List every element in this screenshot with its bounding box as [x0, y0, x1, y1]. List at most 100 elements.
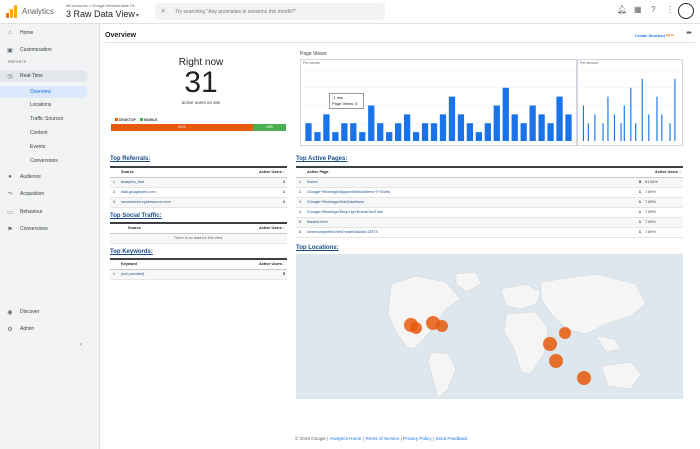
col-active-users[interactable]: Active Users ↓: [620, 166, 683, 178]
per-second-bar: [630, 87, 632, 141]
sidebar-item-content[interactable]: Content: [30, 130, 48, 136]
sidebar-item-rt-conversions[interactable]: Conversions: [30, 158, 58, 164]
search-input[interactable]: [175, 6, 375, 17]
per-minute-bar: [502, 87, 509, 141]
empty-message: There is no data for this view.: [110, 233, 287, 244]
australia-shape: [600, 361, 642, 390]
sidebar-item-events[interactable]: Events: [30, 144, 46, 150]
top-keywords-title[interactable]: Top Keywords:: [110, 249, 153, 255]
table-header-row: Keyword Active Users ↓: [110, 258, 287, 270]
per-minute-bar: [368, 105, 375, 141]
footer-link-feedback[interactable]: Send Feedback: [435, 436, 468, 441]
per-minute-bar: [305, 123, 312, 141]
per-second-bar: [613, 114, 616, 141]
location-bubble: [543, 337, 557, 351]
breadcrumb[interactable]: All accounts > Google Merchandise St...: [66, 3, 138, 8]
col-active-users[interactable]: Active Users ↓: [202, 222, 287, 234]
search-icon: ⌕: [161, 6, 166, 15]
chevron-left-icon[interactable]: ‹: [80, 342, 82, 348]
per-second-bar: [582, 105, 585, 141]
active-users-sub: active users on site: [181, 100, 221, 105]
col-source[interactable]: Source: [119, 166, 227, 178]
per-second-bar: [656, 96, 658, 141]
per-minute-bar: [466, 123, 474, 141]
behaviour-icon: ▭: [7, 209, 13, 216]
table-row: 2. mail.googleplex.com 1: [110, 187, 287, 198]
search-bar[interactable]: ⌕: [155, 3, 385, 20]
world-map: [387, 271, 647, 400]
col-active-page[interactable]: Active Page: [305, 166, 621, 178]
top-locations-title[interactable]: Top Locations:: [296, 245, 339, 251]
person-icon: ●: [8, 174, 12, 180]
sidebar-item-home[interactable]: ⌂ Home: [0, 27, 88, 39]
table-header-row: Active Page Active Users ↓: [296, 166, 683, 178]
location-bubble: [577, 371, 591, 385]
sidebar-item-customisation[interactable]: ▣ Customisation: [0, 44, 88, 56]
sidebar-item-locations[interactable]: Locations: [30, 102, 52, 108]
per-minute-bar: [430, 123, 438, 141]
avatar[interactable]: [678, 3, 694, 19]
sidebar-item-admin[interactable]: ⚙ Admin: [0, 323, 88, 335]
per-second-bar: [669, 123, 671, 141]
acquisition-icon: ⤳: [7, 190, 13, 197]
table-row: 5./basket.html 1 7.69%: [296, 217, 683, 228]
sidebar-item-traffic-sources[interactable]: Traffic Sources: [30, 116, 64, 122]
asia-shape: [540, 273, 647, 335]
apps-grid-icon[interactable]: ▦: [634, 5, 642, 14]
view-name: 3 Raw Data View: [66, 9, 135, 19]
col-keyword[interactable]: Keyword: [119, 258, 200, 270]
sidebar-item-acquisition[interactable]: ⤳ Acquisition: [0, 188, 88, 200]
analytics-logo-icon[interactable]: [6, 5, 18, 18]
top-social-title[interactable]: Top Social Traffic:: [110, 213, 162, 219]
sidebar-item-audience[interactable]: ● Audience: [0, 171, 88, 183]
flag-icon: ⚑: [7, 226, 13, 233]
divider: [105, 42, 695, 43]
location-bubble: [559, 327, 571, 339]
share-icon[interactable]: ⮫: [686, 31, 692, 37]
per-second-bar: [623, 105, 625, 141]
africa-shape: [503, 311, 549, 375]
per-minute-bar: [475, 132, 482, 141]
top-referrals-title[interactable]: Top Referrals:: [110, 156, 151, 162]
table-row: 1. (not provided) 5: [110, 269, 287, 280]
per-minute-bar: [556, 96, 563, 141]
active-users-count: 31: [184, 66, 218, 99]
col-active-users[interactable]: Active Users ↓: [226, 166, 287, 178]
per-minute-bar: [386, 132, 393, 141]
footer-link-privacy[interactable]: Privacy Policy: [403, 436, 432, 441]
create-shortcut-link[interactable]: Create Shortcut BETA: [634, 33, 674, 38]
per-minute-bar: [520, 123, 527, 141]
per-minute-bar: [323, 114, 330, 141]
right-now-label: Right now: [178, 57, 224, 68]
table-row: There is no data for this view.: [110, 233, 287, 244]
desktop-swatch: [115, 118, 118, 121]
table-row: 1./home 8 61.54%: [296, 177, 683, 188]
chevron-down-icon: ▾: [135, 13, 139, 19]
per-minute-bar: [412, 132, 420, 141]
per-second-bar: [594, 114, 596, 141]
sidebar-item-realtime[interactable]: ◷ Real-Time: [0, 70, 88, 82]
locations-map[interactable]: [296, 254, 683, 400]
footer-link-terms[interactable]: Terms of Service: [365, 436, 400, 441]
col-source[interactable]: Source: [110, 222, 203, 234]
sidebar-item-overview[interactable]: Overview: [0, 86, 88, 98]
page-views-title: Page Views: [300, 51, 327, 57]
greenland-shape: [455, 271, 482, 293]
help-icon[interactable]: ?: [651, 5, 656, 14]
col-active-users[interactable]: Active Users ↓: [199, 258, 287, 270]
main-content: Overview Create Shortcut BETA ⮫ Right no…: [101, 24, 700, 449]
sidebar-item-behaviour[interactable]: ▭ Behaviour: [0, 206, 88, 218]
footer-link-analytics-home[interactable]: Analytics Home: [329, 436, 362, 441]
more-vert-icon[interactable]: ⋮: [666, 5, 674, 14]
notifications-icon[interactable]: 🔔︎: [617, 5, 628, 14]
desktop-share-bar: 81%: [111, 124, 253, 131]
view-selector[interactable]: 3 Raw Data View▾: [66, 9, 139, 19]
gear-icon: ⚙: [7, 326, 13, 333]
top-active-pages-title[interactable]: Top Active Pages:: [296, 156, 348, 162]
table-row: 3. securestore.cybersource.com 1: [110, 197, 287, 208]
sidebar-item-conversions[interactable]: ⚑ Conversions: [0, 223, 88, 235]
sidebar-item-discover[interactable]: ◉ Discover: [0, 306, 88, 318]
footer: © 2019 Google | Analytics Home | Terms o…: [295, 436, 468, 441]
per-second-bar: [602, 123, 604, 141]
per-second-plot: [578, 69, 682, 141]
